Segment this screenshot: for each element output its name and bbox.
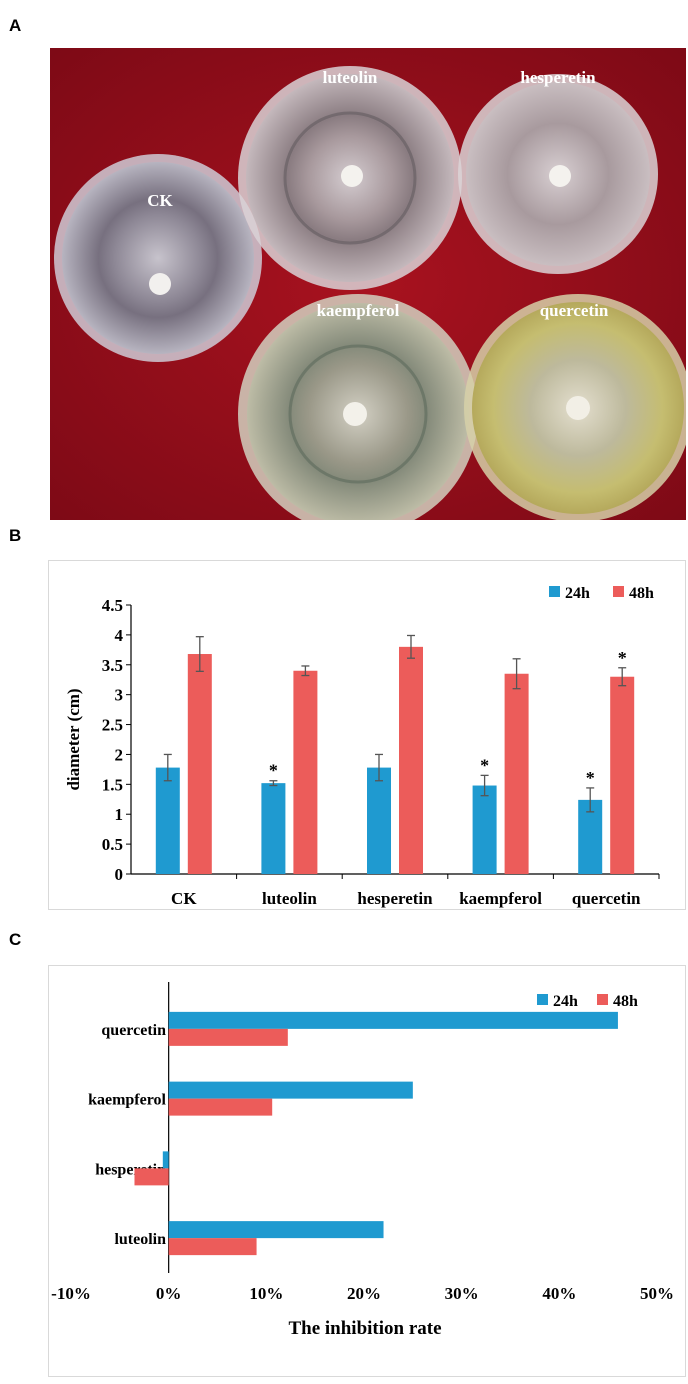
bar-24h-kaempferol <box>472 785 497 874</box>
bar-24h-hesperetin <box>162 1151 169 1169</box>
bar-48h-quercetin <box>168 1028 288 1046</box>
y-tick-label: 3.5 <box>102 656 123 675</box>
significance-star: * <box>618 648 627 668</box>
y-tick-label: 1.5 <box>102 775 123 794</box>
x-tick-label: 0% <box>156 1284 182 1303</box>
x-tick-label: 30% <box>445 1284 479 1303</box>
x-axis-title: The inhibition rate <box>288 1318 441 1339</box>
y-tick-label: 1 <box>115 805 124 824</box>
x-tick-label: 10% <box>249 1284 283 1303</box>
inhibition-bar-chart: -10% 0% 10% 20% 30% 40% 50% The inhibition rate… <box>51 982 674 1339</box>
plate-luteolin <box>238 66 462 290</box>
bar-24h-luteolin <box>168 1221 384 1239</box>
plate-quercetin <box>464 294 686 520</box>
bar-24h-hesperetin <box>367 767 391 874</box>
bar-48h-CK <box>187 654 212 874</box>
x-tick-label: hesperetin <box>357 889 433 908</box>
x-tick-label: luteolin <box>262 889 317 908</box>
bar-48h-hesperetin <box>399 646 423 874</box>
bar-48h-quercetin <box>610 676 635 874</box>
bar-48h-hesperetin <box>134 1168 169 1186</box>
legend-label-24h: 24h <box>553 993 578 1010</box>
plate-label-quercetin: quercetin <box>540 301 609 320</box>
x-tick-label: kaempferol <box>459 889 542 908</box>
plate-label-kaempferol: kaempferol <box>317 301 400 320</box>
y-category-label: luteolin <box>114 1231 166 1248</box>
plate-label-ck: CK <box>147 191 173 210</box>
bar-48h-luteolin <box>293 670 318 874</box>
bar-48h-luteolin <box>168 1238 257 1256</box>
y-tick-label: 0 <box>115 865 124 884</box>
y-tick-label: 2 <box>115 745 124 764</box>
y-tick-label: 2.5 <box>102 716 123 735</box>
plate-kaempferol <box>238 294 478 520</box>
panel-letter-a: A <box>9 16 22 35</box>
legend-label-48h: 48h <box>629 585 654 602</box>
y-category-label: kaempferol <box>88 1092 166 1109</box>
plate-label-hesperetin: hesperetin <box>520 68 596 87</box>
legend-label-48h: 48h <box>613 993 638 1010</box>
petri-dish-photo: CK luteolin hesperetin kaempferol querce… <box>50 48 686 520</box>
y-tick-label: 3 <box>115 686 124 705</box>
bar-24h-CK <box>155 767 180 874</box>
legend-label-24h: 24h <box>565 585 590 602</box>
legend-swatch-48h <box>613 586 624 597</box>
bar-48h-kaempferol <box>168 1098 273 1116</box>
x-tick-label: 20% <box>347 1284 381 1303</box>
bar-24h-luteolin <box>261 783 286 874</box>
plate-hesperetin <box>458 74 658 274</box>
bar-24h-quercetin <box>168 1011 618 1029</box>
y-tick-label: 0.5 <box>102 835 123 854</box>
x-tick-label: quercetin <box>572 889 641 908</box>
diameter-bar-chart: 0 0.5 1 1.5 2 2.5 3 3.5 4 4.5 diameter (cm) CK luteo… <box>64 585 660 908</box>
legend-swatch-24h <box>549 586 560 597</box>
legend-swatch-24h <box>537 994 548 1005</box>
significance-star: * <box>480 755 489 775</box>
y-tick-label: 4 <box>115 626 124 645</box>
bar-24h-kaempferol <box>168 1081 413 1099</box>
x-tick-label: 40% <box>542 1284 576 1303</box>
inhibition-chart-frame: -10% 0% 10% 20% 30% 40% 50% The inhibition rate… <box>48 965 686 1377</box>
x-tick-label: 50% <box>640 1284 674 1303</box>
significance-star: * <box>269 761 278 781</box>
plate-label-luteolin: luteolin <box>323 68 378 87</box>
significance-star: * <box>586 768 595 788</box>
panel-letter-b: B <box>9 526 22 545</box>
diameter-chart-frame: 0 0.5 1 1.5 2 2.5 3 3.5 4 4.5 diameter (cm) CK luteo… <box>48 560 686 910</box>
panel-letter-c: C <box>9 930 22 949</box>
y-tick-label: 4.5 <box>102 596 123 615</box>
plate-ck <box>54 154 262 362</box>
legend-swatch-48h <box>597 994 608 1005</box>
bar-48h-kaempferol <box>504 673 529 874</box>
x-tick-label: CK <box>171 889 197 908</box>
x-tick-label: -10% <box>51 1284 91 1303</box>
y-category-label: quercetin <box>101 1022 166 1039</box>
y-axis-title: diameter (cm) <box>64 688 83 790</box>
